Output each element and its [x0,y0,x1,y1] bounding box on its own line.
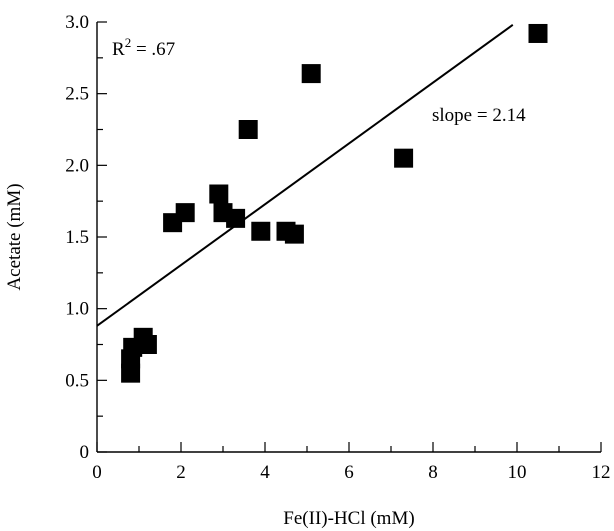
x-axis-title: Fe(II)-HCl (mM) [283,508,414,529]
data-point [175,203,195,223]
data-point [284,224,304,244]
regression-line [96,24,514,327]
data-point [209,184,229,204]
data-points [121,23,548,383]
data-point [137,335,157,354]
x-tick-label: 12 [592,462,611,483]
r2-value: = .67 [131,39,175,60]
data-point [238,120,258,139]
axes [96,22,601,453]
x-tick-label: 0 [92,462,102,483]
y-tick-label: 2.5 [65,84,89,105]
y-axis-title: Acetate (mM) [4,183,25,290]
slope-annotation: slope = 2.14 [432,105,526,126]
data-point [528,23,548,43]
r-squared-annotation: R2 = .67 [112,35,175,60]
x-tick-label: 4 [260,462,270,483]
data-point [121,363,141,383]
x-tick-label: 8 [428,462,438,483]
data-point [394,148,414,168]
x-tick-label: 2 [176,462,186,483]
x-tick-label: 6 [344,462,354,483]
y-tick-label: 2.0 [65,155,89,176]
data-point [301,64,321,84]
ticks [96,21,602,453]
x-tick-label: 10 [508,462,527,483]
y-tick-label: 1.5 [65,227,89,248]
y-tick-label: 3.0 [65,12,89,33]
tick-labels: 0 2 4 6 8 10 12 0 0.5 1.0 1.5 2.0 2.5 3.0 [65,12,610,483]
data-point [251,221,271,241]
r2-base: R [112,39,125,60]
y-tick-label: 0 [80,442,90,463]
y-tick-label: 0.5 [65,370,89,391]
data-point [226,208,246,228]
y-tick-label: 1.0 [65,299,89,320]
r2-exponent: 2 [125,35,132,50]
